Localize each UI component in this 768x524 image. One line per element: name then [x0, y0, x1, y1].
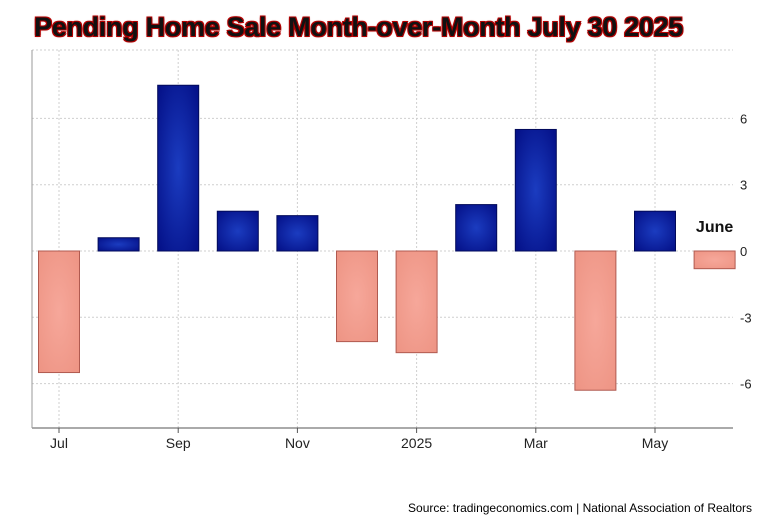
bar-feb	[455, 204, 498, 252]
y-tick-label: 0	[740, 244, 747, 259]
x-tick-label: Nov	[285, 435, 310, 451]
y-tick-label: -6	[740, 377, 752, 392]
x-tick-label: Sep	[166, 435, 191, 451]
x-tick-label: May	[642, 435, 668, 451]
bar-may	[634, 210, 676, 252]
bar-aug	[97, 237, 140, 252]
bar-sep	[157, 84, 200, 252]
bar-jul	[38, 250, 80, 374]
y-tick-label: 6	[740, 111, 747, 126]
bar-dec	[336, 250, 378, 343]
y-tick-label: -3	[740, 310, 752, 325]
source-note: Source: tradingeconomics.com | National …	[408, 501, 752, 515]
bar-oct	[216, 210, 259, 252]
x-tick-label: 2025	[401, 435, 432, 451]
y-tick-label: 3	[740, 178, 747, 193]
chart-title: Pending Home Sale Month-over-Month July …	[34, 12, 684, 42]
bar-june	[693, 250, 736, 270]
bar-2025	[395, 250, 438, 354]
bar-apr	[574, 250, 617, 391]
annotation-label: June	[696, 219, 733, 236]
x-tick-label: Jul	[50, 435, 68, 451]
bar-mar	[514, 128, 557, 252]
x-tick-label: Mar	[524, 435, 548, 451]
bar-nov	[276, 215, 319, 252]
